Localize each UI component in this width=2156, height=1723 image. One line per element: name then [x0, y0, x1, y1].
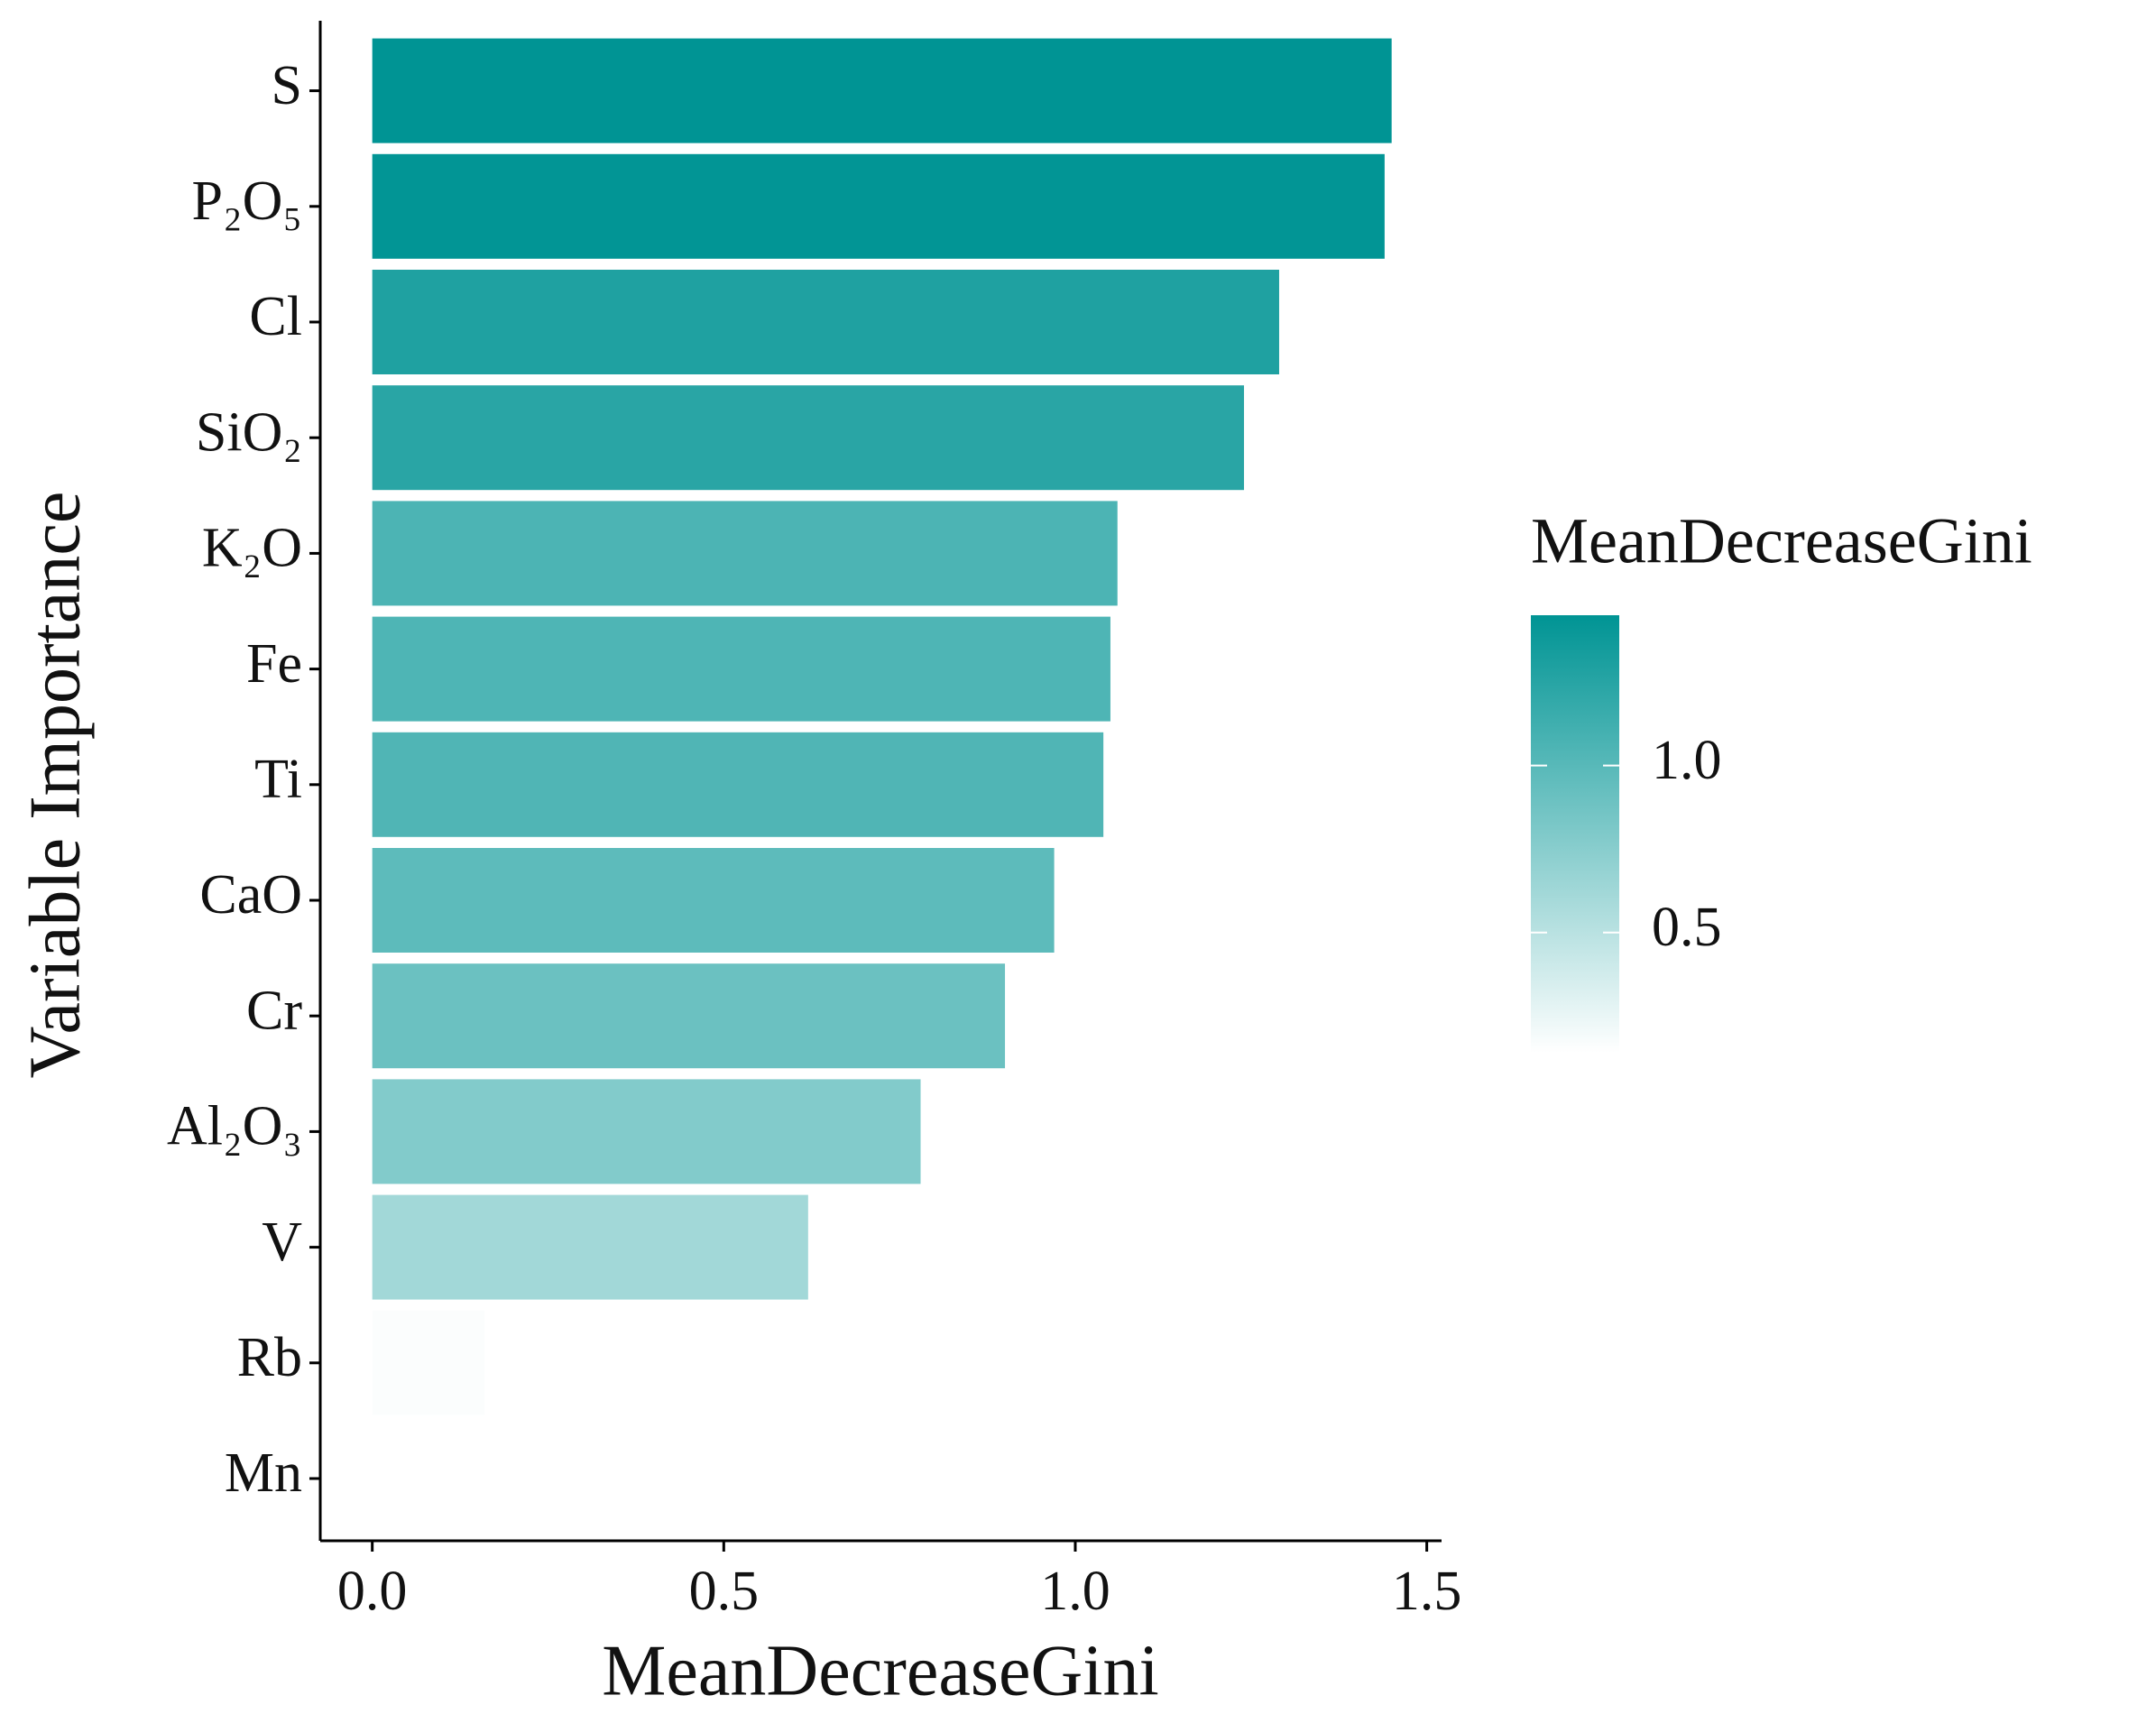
legend-title: MeanDecreaseGini	[1531, 505, 2032, 577]
y-tick-label: S	[272, 55, 302, 116]
y-tick-label: Al₂O₃	[167, 1096, 302, 1157]
y-tick-label: P₂O₅	[192, 170, 303, 232]
y-tick-label: Cl	[249, 286, 302, 347]
x-tick-label: 0.0	[337, 1561, 408, 1622]
bar	[372, 848, 1055, 953]
bar	[372, 153, 1385, 259]
bar	[372, 1194, 808, 1300]
bar	[372, 270, 1279, 374]
y-tick-label: Mn	[225, 1442, 302, 1504]
x-tick-label: 1.0	[1040, 1561, 1110, 1622]
y-tick-label: V	[262, 1212, 302, 1273]
bar	[372, 963, 1006, 1069]
bar	[372, 1426, 471, 1531]
bar	[372, 616, 1110, 722]
x-axis-title: MeanDecreaseGini	[602, 1631, 1158, 1710]
bar	[372, 732, 1104, 837]
colorbar-tick-label: 0.5	[1652, 897, 1722, 958]
y-axis-title: Variable Importance	[15, 492, 95, 1079]
y-tick-label: SiO₂	[196, 401, 302, 463]
colorbar-tick-label: 1.0	[1652, 730, 1722, 791]
y-tick-label: Rb	[237, 1327, 302, 1388]
bar	[372, 501, 1118, 606]
y-tick-label: Fe	[246, 633, 302, 695]
bar	[372, 1310, 485, 1415]
x-tick-label: 1.5	[1392, 1561, 1462, 1622]
bar	[372, 1079, 921, 1184]
y-tick-label: Cr	[246, 980, 302, 1041]
bar	[372, 385, 1245, 491]
y-tick-label: CaO	[199, 864, 302, 926]
bar	[372, 38, 1392, 143]
colorbar	[1531, 615, 1619, 1053]
x-tick-label: 0.5	[689, 1561, 760, 1622]
y-tick-label: Ti	[254, 749, 302, 810]
y-tick-label: K₂O	[202, 518, 302, 579]
